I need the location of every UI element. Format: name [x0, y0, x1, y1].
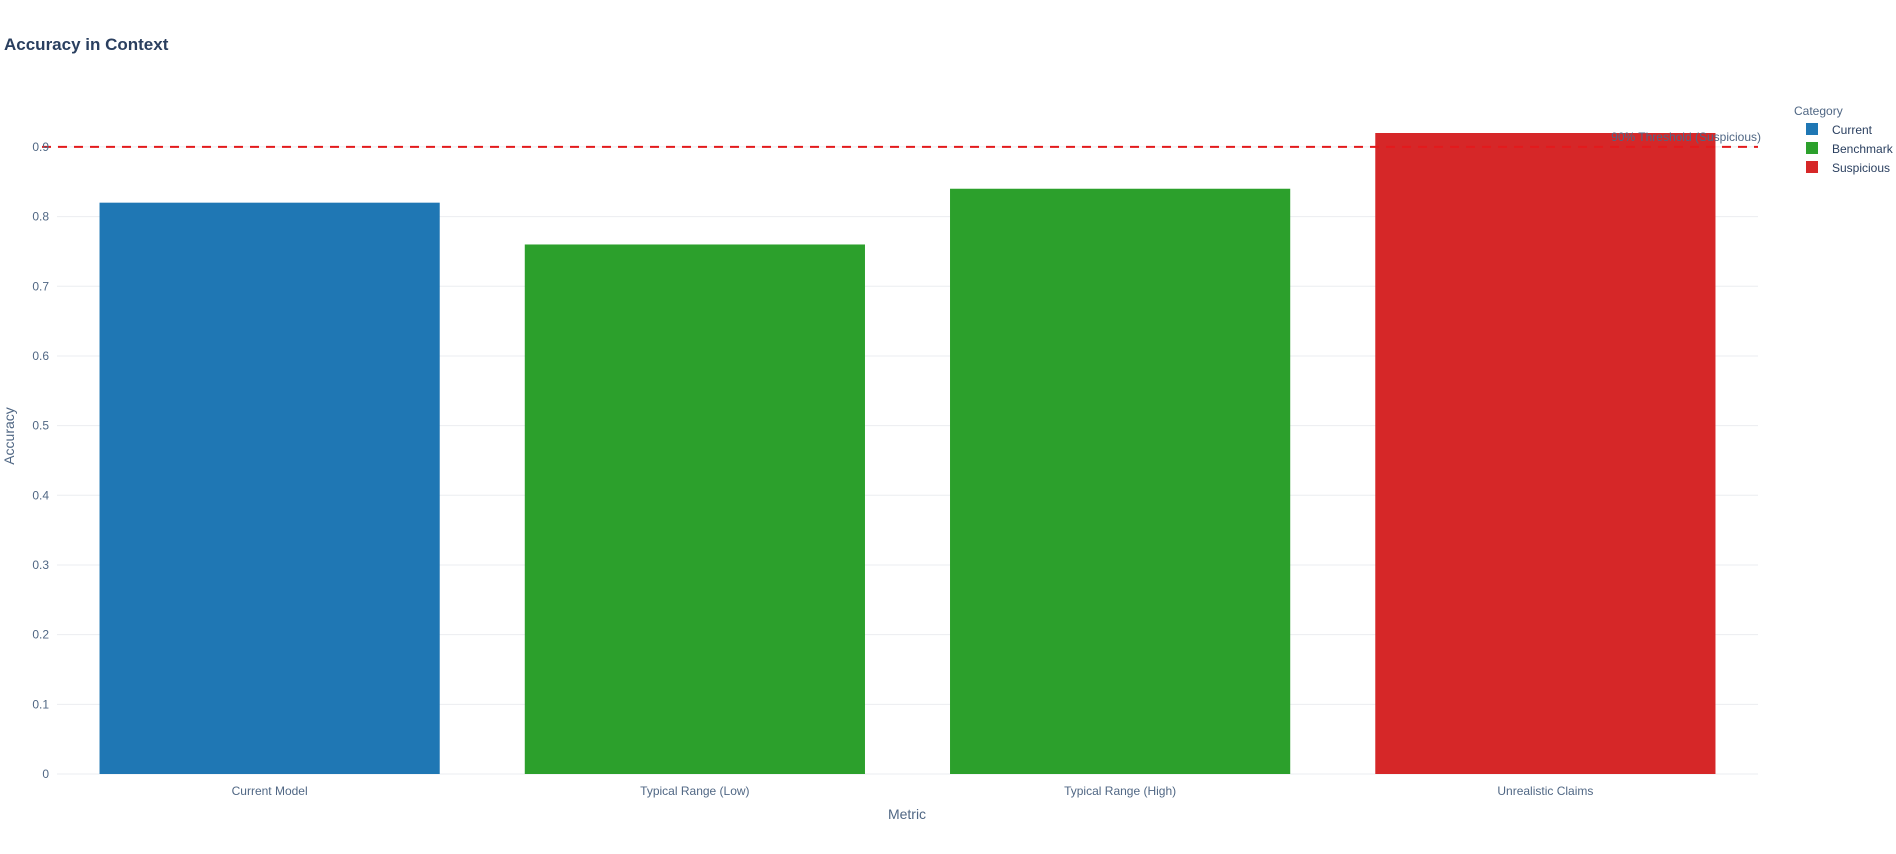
y-tick-label: 0.5	[32, 419, 49, 433]
legend-item-benchmark: Benchmark	[1832, 142, 1894, 156]
threshold-label: 90% Threshold (Suspicious)	[1611, 130, 1761, 144]
x-tick-label: Current Model	[232, 784, 308, 798]
x-axis-title: Metric	[888, 806, 926, 822]
y-tick-label: 0.6	[32, 349, 49, 363]
y-tick-label: 0.3	[32, 558, 49, 572]
legend-swatch-suspicious	[1806, 161, 1818, 173]
y-tick-label: 0.9	[32, 140, 49, 154]
x-tick-label: Typical Range (Low)	[640, 784, 749, 798]
y-tick-label: 0.8	[32, 210, 49, 224]
x-tick-label: Typical Range (High)	[1064, 784, 1176, 798]
y-tick-label: 0.4	[32, 488, 49, 502]
legend-item-suspicious: Suspicious	[1832, 161, 1890, 175]
bar-current-model	[99, 202, 440, 774]
x-axis-ticks: Current Model Typical Range (Low) Typical …	[232, 784, 1594, 798]
y-axis-ticks: 0 0.1 0.2 0.3 0.4 0.5 0.6 0.7 0.8 0.9	[32, 140, 49, 781]
legend: Category Current Benchmark Suspicious	[1794, 104, 1894, 175]
legend-swatch-benchmark	[1806, 142, 1818, 154]
y-tick-label: 0.2	[32, 628, 49, 642]
x-tick-label: Unrealistic Claims	[1497, 784, 1593, 798]
y-tick-label: 0	[42, 767, 49, 781]
chart-title: Accuracy in Context	[4, 35, 169, 54]
legend-item-current: Current	[1832, 123, 1873, 137]
y-tick-label: 0.1	[32, 697, 49, 711]
bar-typical-range-high	[950, 188, 1291, 774]
bars	[99, 133, 1716, 774]
bar-typical-range-low	[524, 244, 865, 774]
y-tick-label: 0.7	[32, 279, 49, 293]
legend-swatch-current	[1806, 123, 1818, 135]
y-axis-title: Accuracy	[1, 407, 17, 465]
bar-unrealistic-claims	[1375, 133, 1716, 774]
legend-title: Category	[1794, 104, 1843, 118]
threshold-line: 90% Threshold (Suspicious)	[42, 130, 1761, 148]
